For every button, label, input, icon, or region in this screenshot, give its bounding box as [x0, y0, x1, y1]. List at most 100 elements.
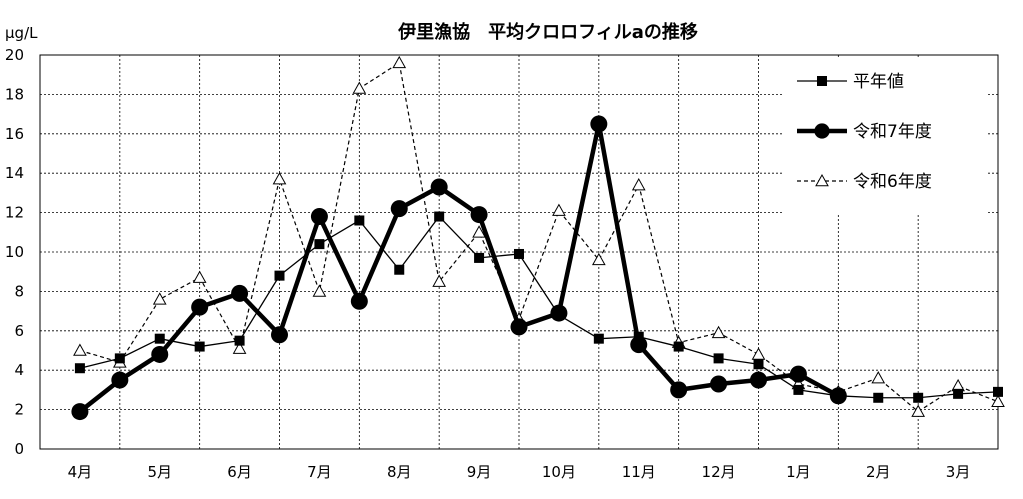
data-point [510, 318, 528, 336]
data-point [750, 371, 767, 389]
data-point [514, 248, 524, 259]
y-tick-label: 2 [14, 401, 24, 419]
data-point [550, 304, 568, 322]
data-point [829, 387, 847, 405]
data-point [593, 333, 604, 344]
x-tick-label: 6月 [227, 463, 252, 481]
y-tick-label: 14 [5, 164, 24, 182]
y-axis-ticks: 0 2 4 6 8 10 12 14 16 18 20 [5, 46, 24, 458]
data-point [73, 343, 87, 356]
legend-label: 平年値 [853, 72, 904, 92]
data-point [352, 81, 367, 94]
data-point [271, 326, 288, 344]
data-point [154, 333, 165, 344]
series-solid-thick-circle [71, 115, 847, 421]
x-tick-label: 11月 [622, 463, 656, 481]
data-point [232, 341, 247, 354]
data-point [354, 215, 365, 226]
data-point [552, 203, 566, 216]
data-point [713, 353, 724, 364]
y-tick-label: 12 [5, 204, 24, 222]
data-point [753, 359, 764, 370]
plot-area-frame [39, 54, 999, 450]
data-point [312, 284, 327, 297]
data-point [350, 292, 368, 310]
y-axis-unit: μg/L [5, 24, 38, 42]
data-point [231, 284, 249, 302]
x-axis-ticks: 4月 5月 6月 7月 8月 9月 10月 11月 12月 1月 2月 3月 [68, 463, 971, 481]
data-point [392, 55, 407, 69]
data-point [789, 365, 807, 383]
data-point [151, 345, 169, 363]
data-point [111, 371, 129, 389]
data-point [631, 177, 646, 191]
x-tick-label: 9月 [467, 463, 492, 481]
y-tick-label: 4 [14, 361, 24, 379]
data-point [673, 341, 684, 352]
y-tick-label: 18 [5, 85, 24, 103]
x-tick-label: 12月 [702, 463, 736, 481]
data-point [710, 375, 728, 393]
data-point [390, 200, 408, 218]
data-point [310, 208, 328, 226]
series-solid-thin-square [74, 211, 1003, 403]
x-tick-label: 10月 [542, 463, 576, 481]
data-point [873, 392, 884, 403]
data-point [913, 392, 924, 403]
data-point [472, 225, 486, 238]
series-group [71, 55, 1005, 421]
data-point [470, 206, 488, 224]
legend-marker [815, 173, 829, 187]
data-point [434, 211, 445, 222]
y-tick-label: 10 [5, 243, 24, 261]
data-point [314, 239, 325, 250]
data-point [430, 178, 448, 196]
data-point [191, 298, 209, 316]
data-point [793, 384, 804, 395]
data-point [670, 381, 688, 399]
legend-marker [817, 76, 827, 86]
data-point [630, 336, 648, 354]
data-point [711, 325, 726, 339]
data-point [114, 353, 125, 364]
y-tick-label: 16 [5, 125, 24, 143]
data-point [272, 172, 287, 185]
series-dashed-triangle [73, 55, 1005, 417]
data-point [71, 403, 89, 421]
y-tick-label: 20 [5, 46, 24, 64]
y-tick-label: 0 [14, 440, 24, 458]
x-tick-label: 1月 [786, 463, 811, 481]
legend-marker [814, 123, 830, 139]
data-point [234, 335, 245, 346]
data-point [590, 115, 608, 133]
data-point [591, 252, 606, 266]
series-line [79, 62, 999, 413]
y-tick-label: 6 [14, 322, 24, 340]
x-tick-label: 8月 [387, 463, 412, 481]
data-point [953, 388, 964, 399]
y-tick-label: 8 [14, 282, 24, 300]
legend-label: 令和6年度 [853, 172, 932, 192]
data-point [474, 252, 485, 263]
x-tick-label: 2月 [866, 463, 891, 481]
data-point [74, 363, 85, 374]
x-tick-label: 5月 [147, 463, 172, 481]
x-tick-label: 3月 [946, 463, 971, 481]
x-tick-label: 7月 [307, 463, 332, 481]
data-point [394, 264, 405, 275]
data-point [152, 292, 167, 305]
x-tick-label: 4月 [68, 463, 93, 481]
data-point [274, 270, 285, 281]
data-point [993, 386, 1003, 397]
legend-label: 令和7年度 [853, 122, 932, 142]
chart-title: 伊里漁協 平均クロロフィルaの推移 [397, 21, 698, 43]
data-point [194, 341, 205, 352]
data-point [432, 274, 447, 287]
data-point [871, 371, 886, 384]
data-point [751, 347, 766, 360]
data-point [911, 404, 926, 417]
data-point [991, 394, 1005, 408]
data-point [192, 270, 207, 283]
